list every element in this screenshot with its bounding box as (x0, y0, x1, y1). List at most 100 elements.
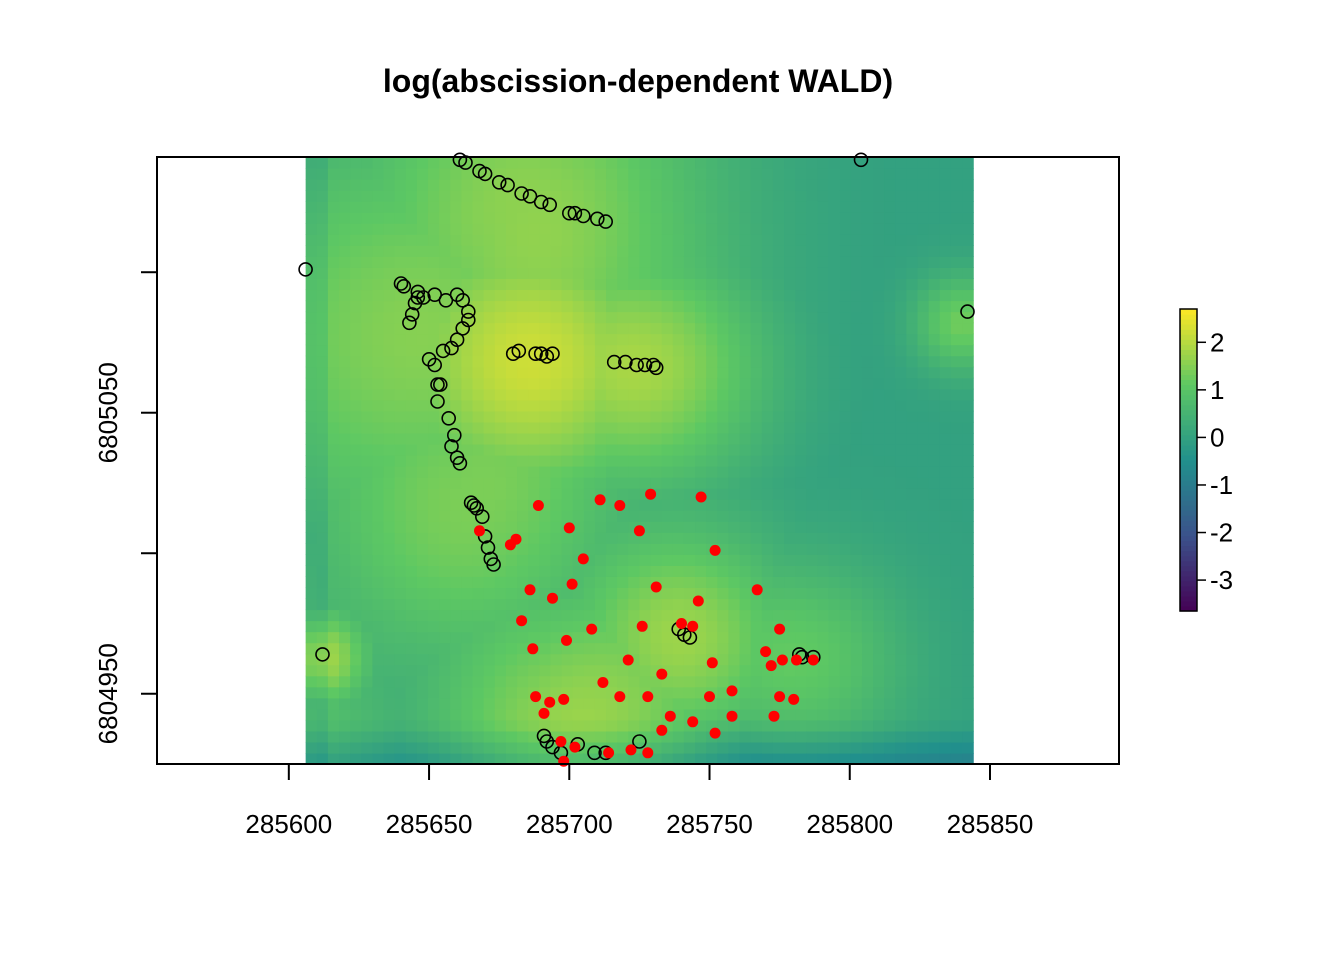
raster-cell (750, 653, 763, 666)
raster-cell (962, 719, 974, 732)
raster-cell (528, 488, 540, 500)
raster-cell (850, 521, 863, 533)
raster-cell (472, 631, 485, 644)
raster-cell (472, 686, 485, 699)
raster-cell (350, 609, 362, 622)
raster-cell (928, 344, 941, 357)
raster-cell (405, 443, 418, 456)
raster-cell (761, 466, 774, 478)
raster-cell (583, 223, 596, 235)
raster-cell (372, 708, 385, 721)
raster-cell (383, 377, 396, 390)
raster-cell (817, 333, 830, 346)
raster-cell (394, 653, 407, 666)
raster-cell (939, 333, 952, 346)
raster-cell (361, 664, 373, 677)
raster-cell (439, 653, 451, 666)
raster-cell (316, 157, 329, 169)
raster-cell (795, 499, 807, 511)
raster-cell (850, 157, 863, 169)
raster-cell (405, 410, 418, 423)
raster-cell (772, 576, 785, 589)
raster-cell (472, 256, 485, 268)
raster-cell (639, 477, 652, 489)
raster-cell (873, 752, 885, 765)
raster-cell (528, 653, 540, 666)
raster-cell (528, 543, 540, 555)
raster-cell (772, 300, 785, 313)
raster-cell (383, 576, 396, 589)
raster-cell (695, 322, 707, 335)
raster-cell (817, 322, 830, 335)
raster-cell (683, 421, 696, 434)
raster-cell (706, 609, 718, 622)
open-circle-point (575, 208, 591, 224)
raster-cell (572, 543, 585, 555)
raster-cell (695, 675, 707, 688)
raster-cell (706, 521, 718, 533)
raster-cell (461, 278, 474, 291)
raster-cell (517, 543, 529, 555)
raster-cell (772, 212, 785, 224)
raster-cell (706, 333, 718, 346)
raster-cell (706, 234, 718, 246)
raster-cell (639, 201, 652, 213)
raster-cell (339, 675, 351, 688)
raster-cell (861, 157, 874, 169)
raster-cell (539, 587, 552, 600)
raster-cell (717, 653, 730, 666)
raster-cell (394, 344, 407, 357)
raster-cell (416, 223, 429, 235)
raster-cell (717, 576, 730, 589)
raster-cell (316, 256, 329, 268)
raster-cell (327, 267, 340, 279)
raster-cell (939, 719, 952, 732)
raster-cell (950, 399, 963, 412)
raster-cell (950, 388, 963, 401)
raster-cell (962, 609, 974, 622)
raster-cell (672, 565, 685, 577)
raster-cell (305, 631, 318, 644)
raster-cell (327, 598, 340, 611)
raster-cell (550, 267, 563, 279)
raster-cell (950, 234, 963, 246)
colorbar-segment (1180, 339, 1197, 345)
raster-cell (561, 653, 574, 666)
raster-cell (950, 300, 963, 313)
raster-cell (750, 642, 763, 655)
raster-cell (950, 278, 963, 291)
raster-cell (461, 421, 474, 434)
raster-cell (717, 686, 730, 699)
raster-cell (550, 223, 563, 235)
raster-cell (661, 598, 674, 611)
raster-cell (583, 311, 596, 324)
raster-cell (327, 289, 340, 302)
raster-cell (739, 443, 752, 456)
raster-cell (572, 675, 585, 688)
raster-cell (572, 719, 585, 732)
raster-cell (761, 355, 774, 368)
raster-cell (839, 499, 852, 511)
raster-cell (550, 565, 563, 577)
raster-cell (350, 697, 362, 710)
raster-cell (728, 532, 741, 544)
raster-cell (372, 532, 385, 544)
raster-cell (884, 598, 896, 611)
raster-cell (695, 157, 707, 169)
raster-cell (305, 642, 318, 655)
raster-cell (806, 245, 819, 257)
raster-cell (839, 752, 852, 765)
raster-cell (394, 642, 407, 655)
raster-cell (772, 565, 785, 577)
raster-cell (795, 554, 807, 566)
raster-cell (695, 543, 707, 555)
raster-cell (383, 510, 396, 522)
raster-cell (305, 686, 318, 699)
raster-cell (350, 598, 362, 611)
raster-cell (706, 410, 718, 423)
raster-cell (706, 587, 718, 600)
raster-cell (728, 477, 741, 489)
raster-cell (439, 168, 451, 180)
raster-cell (850, 675, 863, 688)
raster-cell (517, 708, 529, 721)
